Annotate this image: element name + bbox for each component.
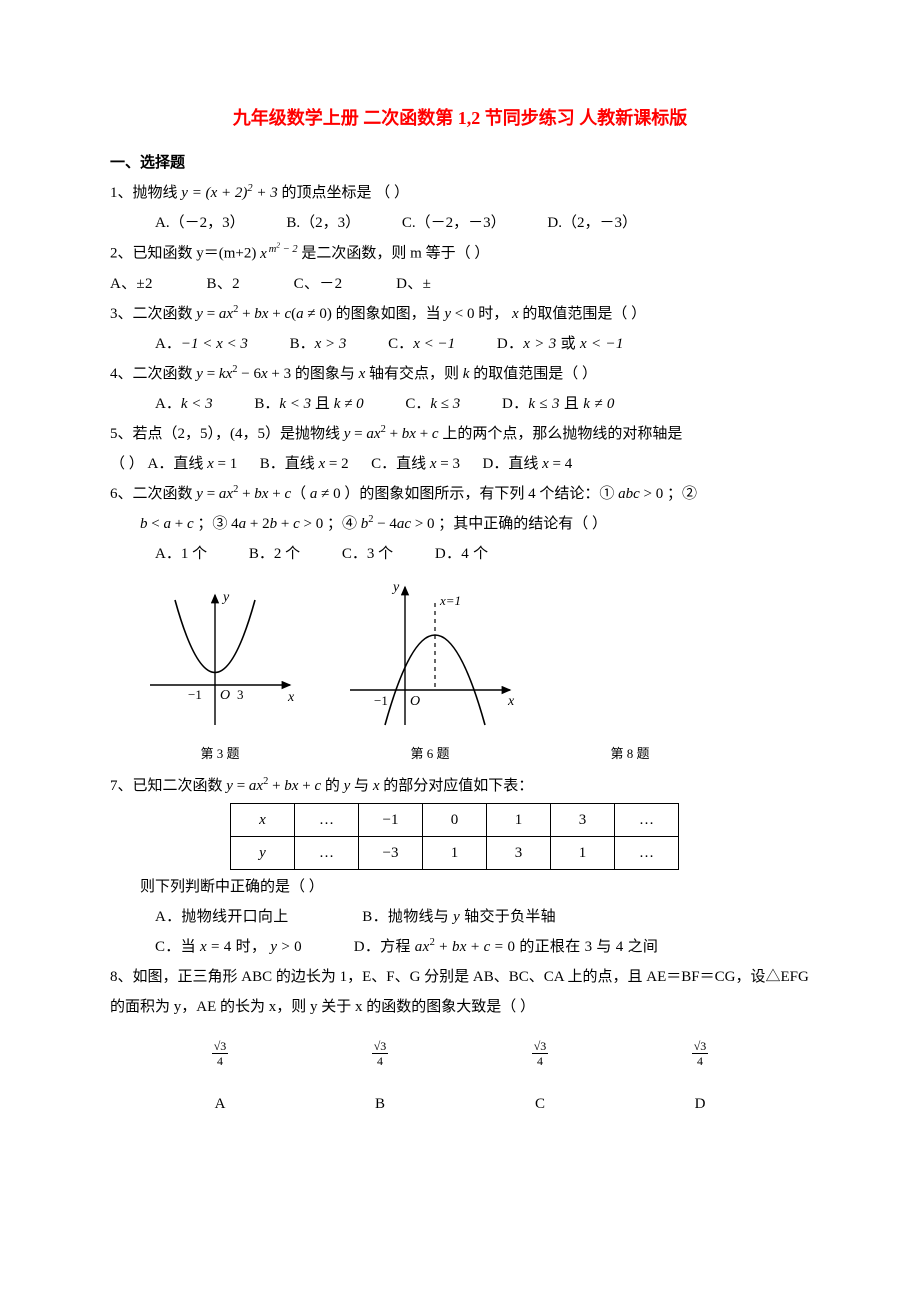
- q7-opt-c: C．当 x = 4 时， y > 0: [155, 932, 302, 962]
- cell: …: [615, 836, 679, 869]
- cell: …: [615, 803, 679, 836]
- figcap-3: 第 3 题: [200, 741, 239, 767]
- figure-q3: x y O −1 3 第 3 题: [140, 585, 300, 767]
- q2-opt-d: D、±: [396, 269, 431, 299]
- q7-opt-a: A．抛物线开口向上: [155, 902, 289, 932]
- cell: −3: [359, 836, 423, 869]
- q7-options-2: C．当 x = 4 时， y > 0 D．方程 ax2 + bx + c = 0…: [155, 932, 810, 962]
- q3-opt-c: C．x < −1: [388, 329, 455, 359]
- question-1: 1、抛物线 y = (x + 2)2 + 3 的顶点坐标是 （ ）: [110, 178, 810, 208]
- q6-opt-a: A．1 个: [155, 539, 207, 569]
- graph-q3-svg: x y O −1 3: [140, 585, 300, 735]
- question-5: 5、若点（2，5），(4，5）是抛物线 y = ax2 + bx + c 上的两…: [110, 419, 810, 449]
- frac-icon: √34: [212, 1040, 229, 1067]
- cell: …: [295, 836, 359, 869]
- cell: −1: [359, 803, 423, 836]
- cell: 1: [423, 836, 487, 869]
- q1-opt-d: D.（2，－3）: [547, 208, 637, 238]
- q4-opt-c: C．k ≤ 3: [405, 389, 460, 419]
- q6-opt-d: D．4 个: [435, 539, 489, 569]
- q4-opt-b: B．k < 3 且 k ≠ 0: [254, 389, 363, 419]
- q8-cell-b: √34 B: [320, 1040, 440, 1119]
- svg-text:3: 3: [237, 687, 244, 702]
- q3-options: A．−1 < x < 3 B．x > 3 C．x < −1 D．x > 3 或 …: [155, 329, 810, 359]
- q8-label-d: D: [695, 1089, 706, 1119]
- svg-text:x: x: [287, 690, 295, 705]
- q7-opt-b: B．抛物线与 y 轴交于负半轴: [362, 902, 556, 932]
- question-7: 7、已知二次函数 y = ax2 + bx + c 的 y 与 x 的部分对应值…: [110, 771, 810, 801]
- q7-table: x … −1 0 1 3 … y … −3 1 3 1 …: [230, 803, 679, 870]
- figcap-8: 第 8 题: [610, 741, 649, 767]
- q2-opt-a: A、±2: [110, 269, 153, 299]
- cell: 1: [551, 836, 615, 869]
- q2-stem: 2、已知函数 y＝(m+2): [110, 246, 260, 262]
- q1-stem-a: 1、抛物线: [110, 185, 181, 201]
- q1-options: A.（－2，3） B.（2，3） C.（－2，－3） D.（2，－3）: [155, 208, 810, 238]
- question-6: 6、二次函数 y = ax2 + bx + c（ a ≠ 0 ）的图象如图所示，…: [110, 479, 810, 509]
- frac-icon: √34: [692, 1040, 709, 1067]
- q8-cell-a: √34 A: [160, 1040, 280, 1119]
- cell: y: [231, 836, 295, 869]
- q3-opt-d: D．x > 3 或 x < −1: [497, 329, 624, 359]
- svg-text:x=1: x=1: [439, 593, 461, 608]
- cell: 1: [487, 803, 551, 836]
- q7-opt-d: D．方程 ax2 + bx + c = 0 的正根在 3 与 4 之间: [354, 932, 659, 962]
- q8-cell-c: √34 C: [480, 1040, 600, 1119]
- question-2: 2、已知函数 y＝(m+2) xm2 − 2 是二次函数，则 m 等于（ ）: [110, 238, 810, 269]
- q4-opt-d: D．k ≤ 3 且 k ≠ 0: [502, 389, 615, 419]
- q6-opt-c: C．3 个: [342, 539, 393, 569]
- q7-line2: 则下列判断中正确的是（ ）: [140, 872, 810, 902]
- svg-text:O: O: [410, 694, 420, 709]
- q4-opt-a: A．k < 3: [155, 389, 213, 419]
- table-row: x … −1 0 1 3 …: [231, 803, 679, 836]
- q4-options: A．k < 3 B．k < 3 且 k ≠ 0 C．k ≤ 3 D．k ≤ 3 …: [155, 389, 810, 419]
- question-4: 4、二次函数 y = kx2 − 6x + 3 的图象与 x 轴有交点，则 k …: [110, 359, 810, 389]
- q8-options-row: √34 A √34 B √34 C √34 D: [140, 1040, 780, 1119]
- page-title: 九年级数学上册 二次函数第 1,2 节同步练习 人教新课标版: [110, 100, 810, 136]
- q6-opt-b: B．2 个: [249, 539, 300, 569]
- figure-q8: 第 8 题: [560, 615, 700, 767]
- q2-exp: xm2 − 2: [260, 246, 298, 262]
- q8-cell-d: √34 D: [640, 1040, 760, 1119]
- figure-q6: x y O −1 x=1 第 6 题: [340, 575, 520, 767]
- q2-options: A、±2 B、2 C、－2 D、±: [110, 269, 810, 299]
- frac-icon: √34: [372, 1040, 389, 1067]
- cell: 0: [423, 803, 487, 836]
- q8-label-c: C: [535, 1089, 545, 1119]
- svg-text:x: x: [507, 694, 515, 709]
- cell: …: [295, 803, 359, 836]
- figcap-6: 第 6 题: [410, 741, 449, 767]
- q8-label-a: A: [215, 1089, 226, 1119]
- table-row: y … −3 1 3 1 …: [231, 836, 679, 869]
- svg-text:−1: −1: [188, 687, 202, 702]
- graph-q6-svg: x y O −1 x=1: [340, 575, 520, 735]
- q6-options: A．1 个 B．2 个 C．3 个 D．4 个: [155, 539, 810, 569]
- q5-options: （ ） A．直线 x = 1 B．直线 x = 2 C．直线 x = 3 D．直…: [110, 449, 810, 479]
- question-8: 8、如图，正三角形 ABC 的边长为 1，E、F、G 分别是 AB、BC、CA …: [110, 962, 810, 1022]
- q1-expr: y = (x + 2)2 + 3: [181, 185, 277, 201]
- svg-text:−1: −1: [374, 693, 388, 708]
- q3-opt-b: B．x > 3: [290, 329, 347, 359]
- q6-line2: b < a + c ；③ 4a + 2b + c > 0 ；④ b2 − 4ac…: [140, 509, 810, 539]
- svg-text:O: O: [220, 688, 230, 703]
- q1-stem-b: 的顶点坐标是 （ ）: [281, 185, 409, 201]
- q7-options-1: A．抛物线开口向上 B．抛物线与 y 轴交于负半轴: [155, 902, 810, 932]
- section-heading: 一、选择题: [110, 148, 810, 178]
- cell: x: [231, 803, 295, 836]
- q2-stem2: 是二次函数，则 m 等于（ ）: [301, 246, 489, 262]
- figures-row: x y O −1 3 第 3 题 x y O −1 x=1 第 6 题: [140, 575, 810, 767]
- cell: 3: [487, 836, 551, 869]
- q3-opt-a: A．−1 < x < 3: [155, 329, 248, 359]
- q8-label-b: B: [375, 1089, 385, 1119]
- q1-opt-c: C.（－2，－3）: [402, 208, 506, 238]
- svg-text:y: y: [391, 580, 400, 595]
- q2-opt-c: C、－2: [294, 269, 343, 299]
- q1-opt-a: A.（－2，3）: [155, 208, 245, 238]
- q2-opt-b: B、2: [207, 269, 240, 299]
- frac-icon: √34: [532, 1040, 549, 1067]
- q1-opt-b: B.（2，3）: [286, 208, 360, 238]
- question-3: 3、二次函数 y = ax2 + bx + c(a ≠ 0) 的图象如图，当 y…: [110, 299, 810, 329]
- cell: 3: [551, 803, 615, 836]
- svg-text:y: y: [221, 590, 230, 605]
